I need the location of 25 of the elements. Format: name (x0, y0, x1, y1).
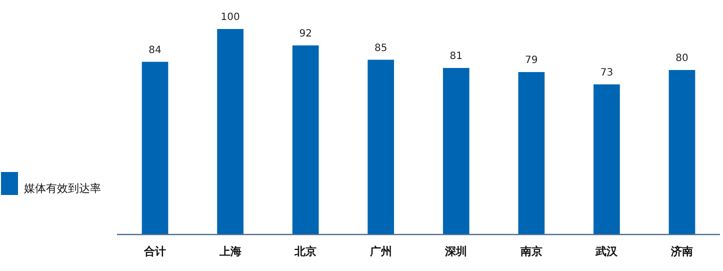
data-label: 100 (220, 12, 240, 23)
data-label: 79 (525, 55, 538, 66)
data-label: 81 (450, 50, 463, 62)
x-tick-label: 北京 (294, 245, 317, 258)
x-tick-label: 深圳 (444, 245, 468, 258)
x-tick-label: 武汉 (594, 245, 619, 258)
legend-label: 媒体有效到达率 (24, 182, 101, 195)
x-tick-label: 合计 (143, 245, 166, 258)
bar (442, 68, 470, 234)
x-tick-label: 南京 (519, 245, 542, 258)
bar (594, 84, 620, 234)
x-tick-label: 上海 (218, 245, 242, 258)
x-tick-label: 济南 (670, 245, 693, 258)
data-label: 80 (676, 53, 688, 64)
data-label: 85 (374, 42, 388, 54)
data-label: 84 (148, 44, 162, 56)
bar (368, 60, 394, 234)
data-label: 92 (299, 28, 312, 40)
data-label: 73 (600, 67, 614, 78)
bar (292, 45, 319, 234)
bar (668, 70, 696, 234)
bar (518, 72, 545, 234)
bar (142, 62, 168, 234)
bar (217, 29, 244, 234)
x-tick-label: 广州 (368, 245, 392, 258)
